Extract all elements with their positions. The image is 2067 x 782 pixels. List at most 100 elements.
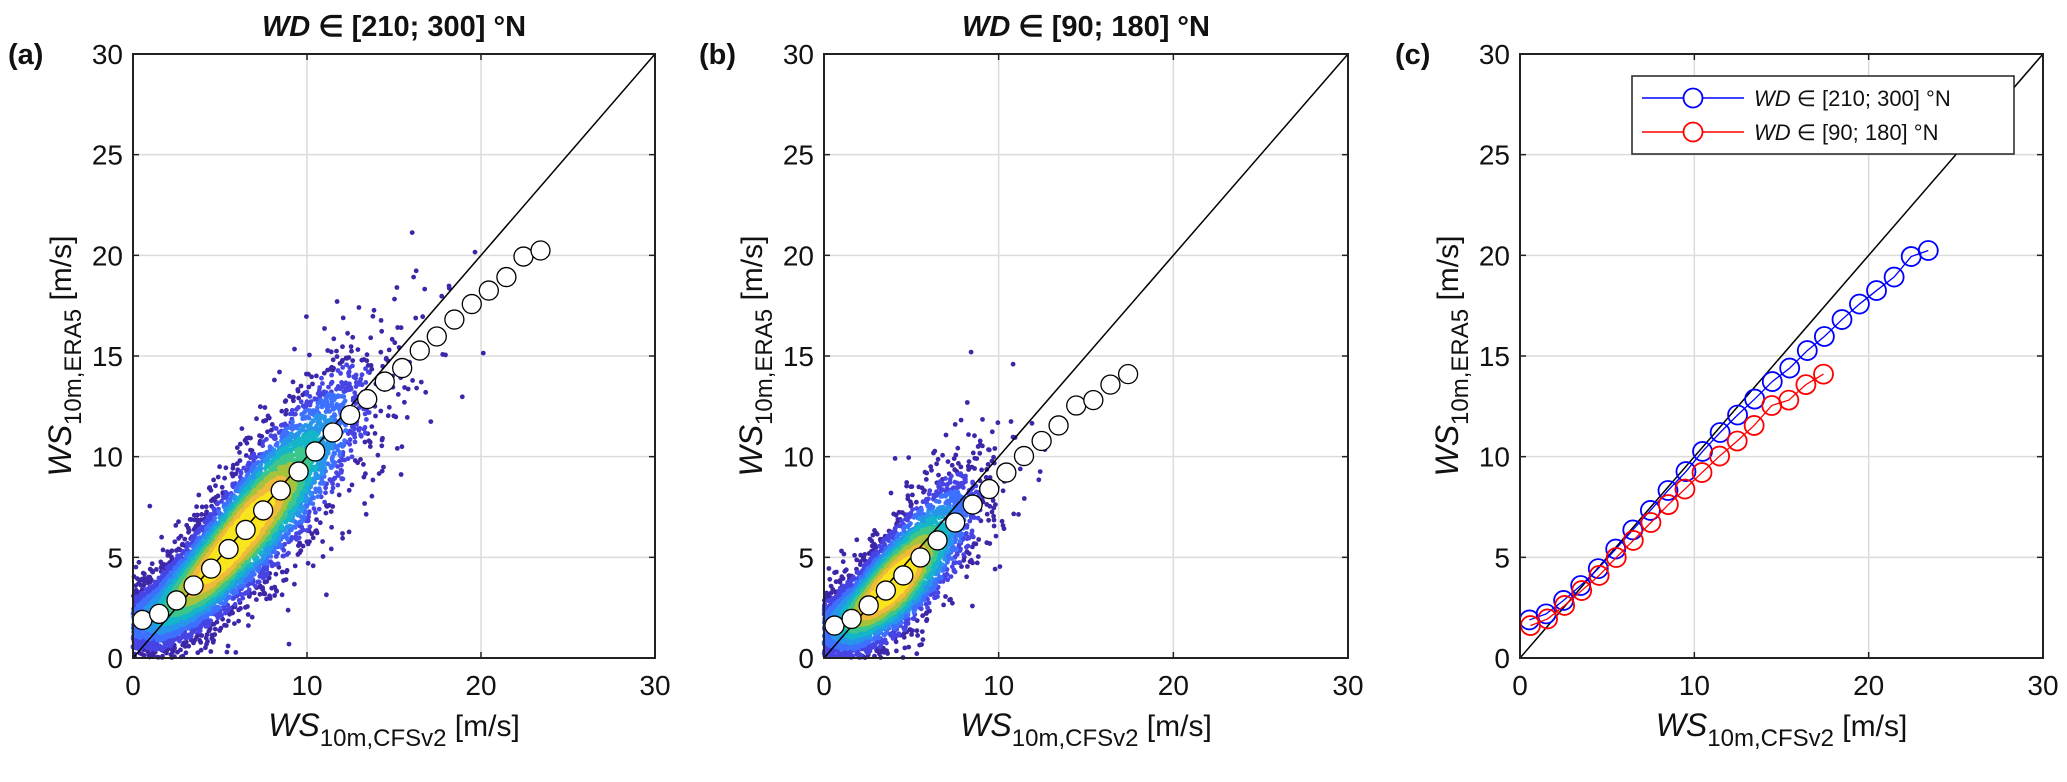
- scatter-point: [307, 394, 313, 399]
- scatter-point: [379, 443, 385, 449]
- scatter-point: [341, 389, 347, 395]
- scatter-point: [335, 464, 340, 469]
- scatter-point: [245, 612, 251, 617]
- scatter-point: [313, 486, 318, 492]
- scatter-point: [368, 335, 374, 341]
- scatter-point: [334, 348, 339, 354]
- scatter-point: [198, 647, 204, 653]
- scatter-point: [282, 399, 288, 404]
- scatter-point: [322, 499, 327, 505]
- scatter-point: [311, 506, 317, 511]
- scatter-point: [361, 426, 367, 432]
- scatter-point: [194, 504, 200, 510]
- scatter-point: [262, 405, 268, 410]
- scatter-point: [367, 444, 373, 449]
- scatter-point: [353, 375, 358, 381]
- scatter-point: [279, 408, 285, 414]
- scatter-point: [222, 622, 227, 628]
- scatter-point: [413, 268, 419, 274]
- scatter-point: [337, 458, 342, 464]
- scatter-point: [292, 581, 297, 587]
- scatter-point: [472, 249, 478, 255]
- scatter-point: [356, 305, 362, 310]
- scatter-point: [236, 598, 242, 603]
- scatter-point: [353, 384, 359, 389]
- scatter-point: [224, 649, 230, 655]
- scatter-point: [215, 493, 221, 499]
- scatter-point: [347, 365, 353, 370]
- scatter-point: [411, 274, 416, 280]
- scatter-point: [418, 379, 424, 385]
- scatter-point: [358, 432, 363, 438]
- scatter-point: [346, 373, 352, 379]
- scatter-point: [211, 477, 217, 483]
- scatter-point: [226, 618, 231, 624]
- scatter-point: [291, 398, 296, 404]
- scatter-point: [392, 296, 397, 302]
- scatter-point: [352, 458, 358, 463]
- scatter-point: [340, 344, 345, 350]
- scatter-point: [154, 567, 159, 572]
- scatter-point: [345, 330, 350, 336]
- scatter-point: [237, 441, 243, 447]
- scatter-point: [398, 472, 404, 477]
- scatter-point: [263, 418, 269, 423]
- scatter-point: [244, 440, 250, 446]
- scatter-point: [362, 411, 368, 417]
- scatter-point: [147, 503, 153, 509]
- scatter-point: [225, 643, 231, 649]
- scatter-point: [347, 437, 353, 443]
- scatter-point: [369, 493, 375, 499]
- scatter-point: [328, 509, 334, 514]
- scatter-point: [286, 641, 292, 647]
- scatter-point: [414, 385, 419, 391]
- scatter-point: [182, 536, 188, 542]
- scatter-point: [176, 519, 181, 525]
- scatter-point: [280, 553, 286, 559]
- scatter-point: [309, 374, 314, 380]
- scatter-point: [363, 511, 369, 517]
- scatter-point: [232, 621, 237, 626]
- scatter-point: [203, 504, 209, 510]
- scatter-point: [314, 373, 319, 379]
- scatter-point: [428, 419, 434, 424]
- scatter-point: [191, 527, 197, 532]
- scatter-point: [364, 417, 369, 422]
- scatter-point: [291, 394, 296, 400]
- scatter-point: [321, 370, 327, 376]
- scatter-point: [233, 650, 239, 655]
- scatter-point: [223, 465, 229, 471]
- scatter-point: [196, 492, 202, 498]
- scatter-point: [378, 408, 384, 414]
- scatter-point: [342, 438, 347, 444]
- scatter-point: [234, 445, 240, 451]
- scatter-point: [369, 424, 375, 429]
- scatter-point: [230, 465, 236, 471]
- scatter-point: [261, 591, 266, 597]
- scatter-point: [199, 512, 205, 517]
- scatter-point: [294, 406, 299, 412]
- scatter-point: [340, 315, 346, 321]
- scatter-point: [359, 357, 365, 363]
- scatter-point: [237, 458, 243, 463]
- scatter-point: [209, 632, 215, 638]
- scatter-point: [349, 348, 354, 354]
- scatter-point: [386, 404, 392, 410]
- scatter-point: [439, 293, 445, 299]
- scatter-point: [310, 563, 316, 569]
- scatter-point: [459, 394, 465, 400]
- scatter-point: [398, 325, 404, 331]
- scatter-point: [328, 349, 334, 355]
- scatter-point: [186, 529, 191, 535]
- scatter-point: [363, 471, 368, 477]
- scatter-point: [318, 481, 323, 486]
- scatter-point: [346, 529, 352, 535]
- scatter-point: [338, 467, 344, 473]
- scatter-point: [329, 524, 334, 530]
- scatter-point: [183, 650, 189, 656]
- scatter-point: [264, 436, 269, 442]
- scatter-point: [136, 559, 142, 565]
- scatter-point: [246, 623, 251, 628]
